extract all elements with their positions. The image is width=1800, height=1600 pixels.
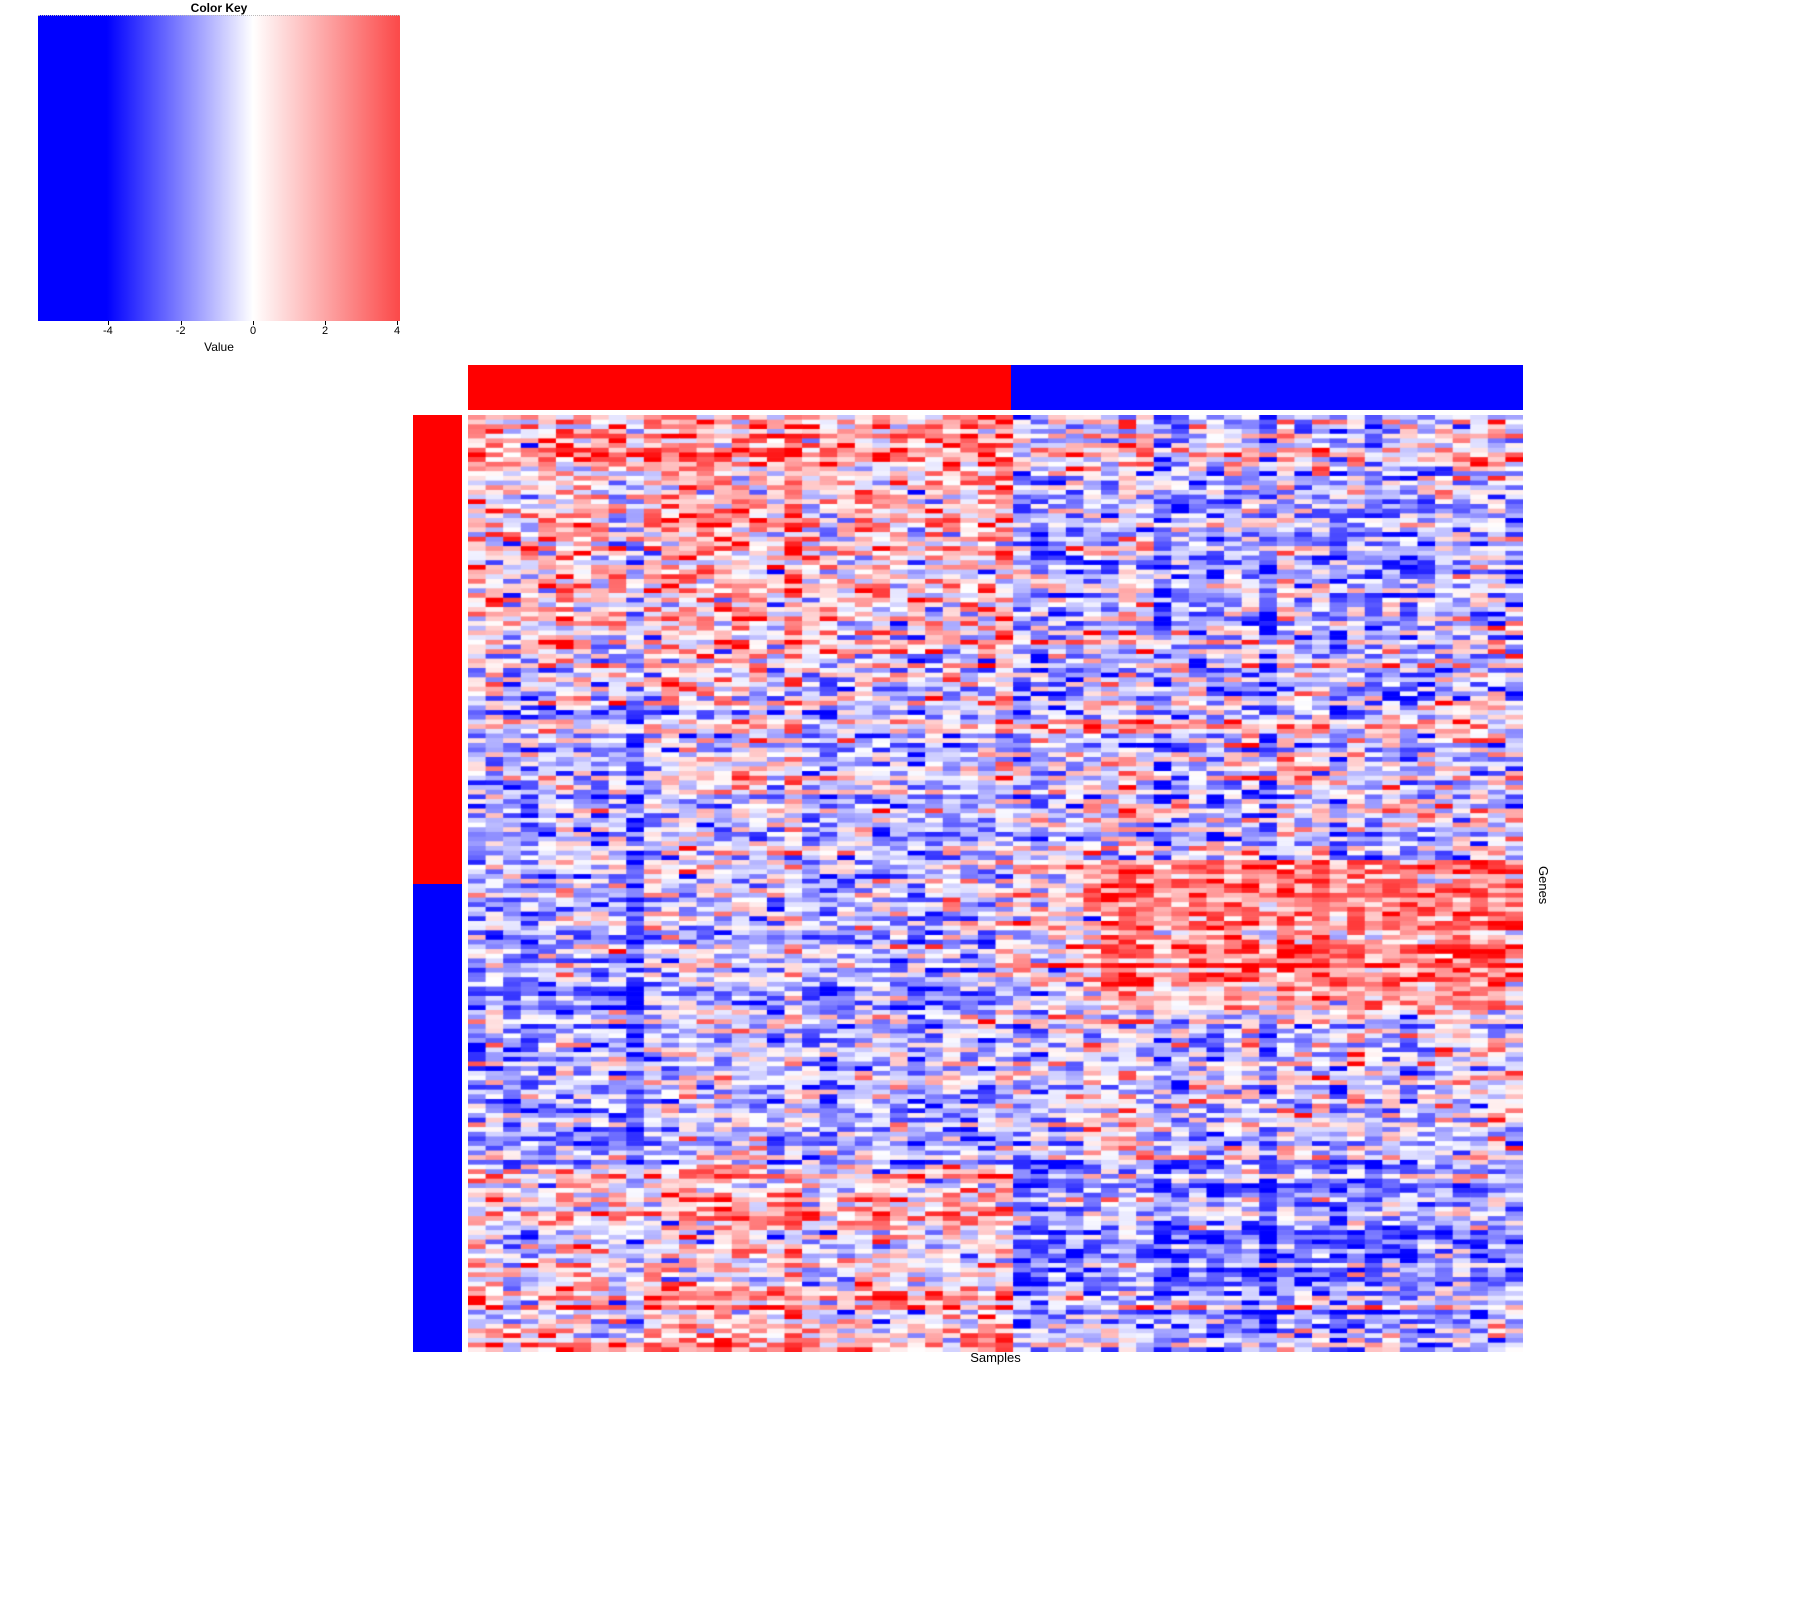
column-groups-bar <box>468 365 1523 410</box>
color-key-tick: 2 <box>322 321 328 337</box>
color-key-axis-label: Value <box>204 340 234 354</box>
color-key-tick-label: 0 <box>249 325 257 337</box>
heatmap-canvas <box>468 415 1523 1352</box>
color-key-tick-label: -2 <box>175 325 186 337</box>
samples-axis-label: Samples <box>970 1350 1021 1365</box>
color-key-title: Color Key <box>190 1 248 15</box>
color-key-tick: 4 <box>394 321 400 337</box>
color-key: Color Key -4 -2 0 2 4 Value <box>38 2 400 354</box>
genes-axis-label: Genes <box>1536 866 1551 905</box>
color-key-tick: -2 <box>176 321 186 337</box>
row-group-segment <box>413 415 462 884</box>
color-key-tick: 0 <box>250 321 256 337</box>
color-key-tick-label: 2 <box>322 325 329 337</box>
column-group-segment <box>1011 365 1523 410</box>
color-key-tick-label: 4 <box>394 325 401 337</box>
color-key-axis: -4 -2 0 2 4 <box>38 321 400 339</box>
column-group-segment <box>468 365 1012 410</box>
color-key-gradient <box>38 15 400 321</box>
color-key-tick: -4 <box>103 321 113 337</box>
row-groups-bar <box>413 415 462 1352</box>
color-key-tick-label: -4 <box>102 325 113 337</box>
row-group-segment <box>413 883 462 1352</box>
